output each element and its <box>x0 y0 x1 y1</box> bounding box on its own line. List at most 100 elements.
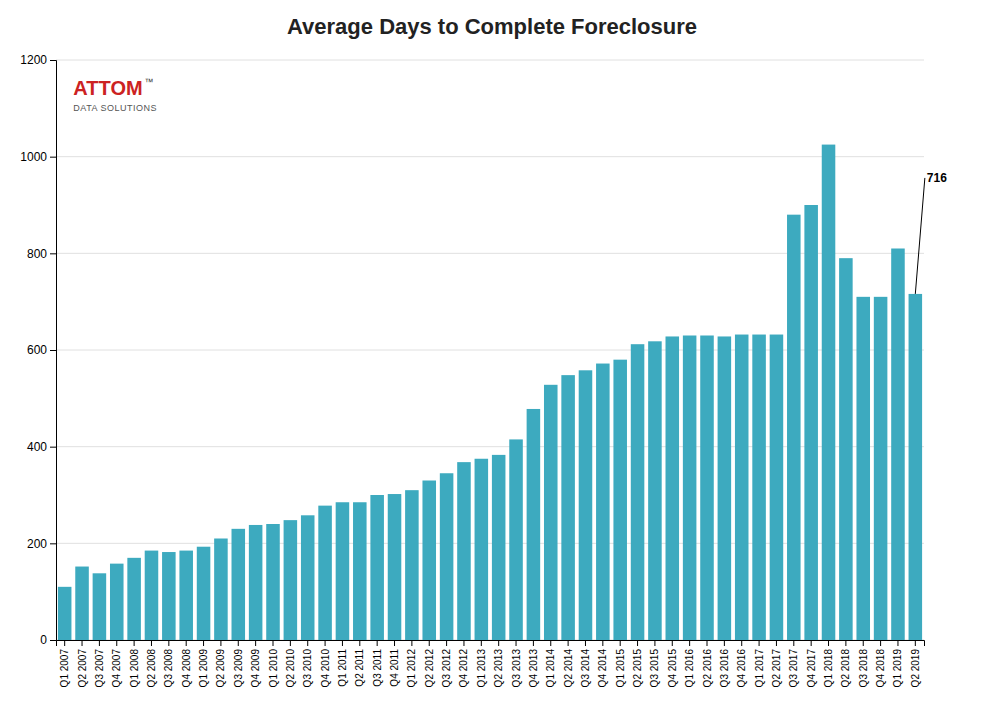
x-tick: Q1 2010 <box>268 640 279 687</box>
bar <box>214 539 228 641</box>
x-tick: Q3 2012 <box>441 640 452 687</box>
x-tick-label: Q4 2015 <box>667 649 678 688</box>
x-tick-label: Q3 2013 <box>511 649 522 688</box>
bar <box>370 495 384 640</box>
bar <box>787 215 801 640</box>
x-tick-mark <box>776 640 777 646</box>
annotations: 716 <box>915 171 947 294</box>
x-tick-mark <box>64 640 65 646</box>
x-tick-mark <box>707 640 708 646</box>
bar <box>93 573 107 640</box>
y-axis-line <box>50 61 57 641</box>
x-tick-mark <box>325 640 326 646</box>
x-tick-label: Q2 2013 <box>493 649 504 688</box>
chart: 020040060080010001200Q1 2007Q2 2007Q3 20… <box>0 0 984 712</box>
annotation-label: 716 <box>927 171 947 185</box>
x-tick-mark <box>116 640 117 646</box>
bar <box>631 344 645 640</box>
x-tick-label: Q1 2009 <box>198 649 209 688</box>
x-tick: Q4 2008 <box>181 640 192 687</box>
bar <box>266 524 280 640</box>
x-tick: Q3 2007 <box>94 640 105 687</box>
x-tick-mark <box>654 640 655 646</box>
bar <box>804 205 818 640</box>
y-tick-mark <box>50 60 56 61</box>
bar <box>596 364 610 640</box>
bar <box>613 360 627 640</box>
x-tick: Q1 2008 <box>129 640 140 687</box>
bar <box>197 547 211 640</box>
x-tick-mark <box>463 640 464 646</box>
x-tick-mark <box>793 640 794 646</box>
x-tick: Q1 2014 <box>545 640 556 687</box>
x-tick: Q3 2014 <box>580 640 591 687</box>
x-tick-label: Q4 2009 <box>250 649 261 688</box>
y-tick-label: 400 <box>27 440 47 454</box>
x-tick-mark <box>151 640 152 646</box>
y-tick: 0 <box>40 633 56 647</box>
bar <box>874 297 888 640</box>
x-tick-mark <box>220 640 221 646</box>
y-tick-label: 1000 <box>20 150 47 164</box>
x-tick: Q4 2009 <box>250 640 261 687</box>
x-tick-mark <box>255 640 256 646</box>
y-tick: 600 <box>27 343 56 357</box>
x-tick: Q2 2009 <box>215 640 226 687</box>
bar <box>110 564 124 640</box>
y-tick: 1200 <box>20 53 56 67</box>
x-axis-line <box>57 641 925 647</box>
x-tick-label: Q1 2014 <box>545 649 556 688</box>
x-tick-mark <box>186 640 187 646</box>
bar <box>75 567 89 640</box>
y-tick: 1000 <box>20 150 56 164</box>
bar <box>145 551 159 640</box>
x-tick-label: Q4 2007 <box>111 649 122 688</box>
logo-subtitle: DATA SOLUTIONS <box>73 103 157 113</box>
y-tick-label: 200 <box>27 537 47 551</box>
x-tick-label: Q3 2007 <box>94 649 105 688</box>
x-tick: Q3 2018 <box>858 640 869 687</box>
grid-line <box>56 156 924 157</box>
x-tick-mark <box>99 640 100 646</box>
x-tick-mark <box>516 640 517 646</box>
y-tick-mark <box>50 640 56 641</box>
bar <box>318 506 332 640</box>
bar <box>822 145 836 640</box>
bar <box>58 587 72 640</box>
logo-trademark: ™ <box>145 77 154 87</box>
x-tick-mark <box>845 640 846 646</box>
x-tick: Q1 2015 <box>615 640 626 687</box>
x-tick-label: Q4 2010 <box>320 649 331 688</box>
x-tick-label: Q2 2007 <box>77 649 88 688</box>
bar <box>700 336 714 641</box>
bar <box>579 370 593 640</box>
y-axis: 020040060080010001200 <box>20 53 56 647</box>
x-tick: Q1 2012 <box>406 640 417 687</box>
x-tick-mark <box>602 640 603 646</box>
annotation-line <box>915 178 925 294</box>
x-tick: Q4 2007 <box>111 640 122 687</box>
x-tick-label: Q3 2009 <box>233 649 244 688</box>
bar <box>891 249 905 641</box>
x-tick-mark <box>637 640 638 646</box>
bar <box>561 375 575 640</box>
x-tick-mark <box>446 640 447 646</box>
x-tick: Q2 2010 <box>285 640 296 687</box>
x-tick: Q4 2011 <box>389 640 400 687</box>
x-tick: Q3 2008 <box>163 640 174 687</box>
bar <box>527 409 541 640</box>
x-tick-mark <box>880 640 881 646</box>
x-tick-label: Q3 2018 <box>858 649 869 688</box>
x-tick: Q1 2009 <box>198 640 209 687</box>
x-tick-label: Q1 2010 <box>268 649 279 688</box>
x-tick-mark <box>533 640 534 646</box>
x-tick: Q3 2011 <box>372 640 383 687</box>
x-tick: Q2 2016 <box>702 640 713 687</box>
x-tick-mark <box>238 640 239 646</box>
bar <box>127 558 141 640</box>
x-tick: Q1 2013 <box>476 640 487 687</box>
y-tick-mark <box>50 253 56 254</box>
bar <box>457 462 471 640</box>
x-tick-label: Q1 2018 <box>823 649 834 688</box>
x-tick-mark <box>342 640 343 646</box>
